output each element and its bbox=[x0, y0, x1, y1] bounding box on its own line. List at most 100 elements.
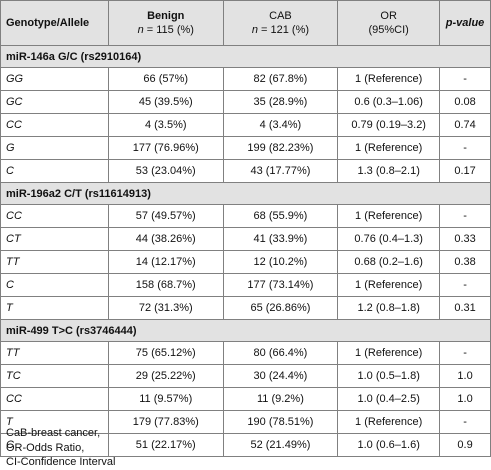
or-cell: 1 (Reference) bbox=[337, 204, 441, 228]
benign-cell: 45 (39.5%) bbox=[107, 90, 224, 114]
table-row: CC 4 (3.5%) 4 (3.4%) 0.79 (0.19–3.2) 0.74 bbox=[0, 113, 491, 137]
or-cell: 0.79 (0.19–3.2) bbox=[337, 113, 441, 137]
benign-cell: 4 (3.5%) bbox=[107, 113, 224, 137]
footnotes: CaB-breast cancer, OR-Odds Ratio, CI-Con… bbox=[6, 426, 115, 470]
header-or-ci: (95%CI) bbox=[368, 24, 409, 36]
header-cab-title: CAB bbox=[269, 10, 292, 22]
or-cell: 1 (Reference) bbox=[337, 136, 441, 160]
benign-cell: 72 (31.3%) bbox=[107, 296, 224, 320]
benign-cell: 14 (12.17%) bbox=[107, 250, 224, 274]
table-row: TT 75 (65.12%) 80 (66.4%) 1 (Reference) - bbox=[0, 341, 491, 365]
cab-cell: 68 (55.9%) bbox=[222, 204, 339, 228]
table-body: miR-146a G/C (rs2910164) GG 66 (57%) 82 (67… bbox=[0, 45, 491, 457]
or-cell: 1.3 (0.8–2.1) bbox=[337, 159, 441, 183]
benign-cell: 57 (49.57%) bbox=[107, 204, 224, 228]
benign-cell: 75 (65.12%) bbox=[107, 341, 224, 365]
table-row: C 158 (68.7%) 177 (73.14%) 1 (Reference) - bbox=[0, 273, 491, 297]
or-cell: 1.0 (0.4–2.5) bbox=[337, 387, 441, 411]
or-cell: 1 (Reference) bbox=[337, 410, 441, 434]
or-cell: 1.0 (0.6–1.6) bbox=[337, 433, 441, 457]
or-cell: 1 (Reference) bbox=[337, 273, 441, 297]
cab-cell: 11 (9.2%) bbox=[222, 387, 339, 411]
cab-cell: 43 (17.77%) bbox=[222, 159, 339, 183]
p-value-cell: 0.17 bbox=[439, 159, 491, 183]
cab-cell: 12 (10.2%) bbox=[222, 250, 339, 274]
p-value-cell: - bbox=[439, 410, 491, 434]
table-row: T 72 (31.3%) 65 (26.86%) 1.2 (0.8–1.8) 0.31 bbox=[0, 296, 491, 320]
section-title: miR-499 T>C (rs3746444) bbox=[0, 319, 491, 342]
cab-cell: 41 (33.9%) bbox=[222, 227, 339, 251]
genotype-cell: GC bbox=[0, 90, 109, 114]
cab-cell: 30 (24.4%) bbox=[222, 364, 339, 388]
p-value-cell: - bbox=[439, 273, 491, 297]
p-value-cell: 0.31 bbox=[439, 296, 491, 320]
benign-cell: 158 (68.7%) bbox=[107, 273, 224, 297]
header-cab-n: n = 121 (%) bbox=[251, 24, 310, 36]
or-cell: 0.76 (0.4–1.3) bbox=[337, 227, 441, 251]
table-row: CT 44 (38.26%) 41 (33.9%) 0.76 (0.4–1.3) 0.3… bbox=[0, 227, 491, 251]
header-benign-title: Benign bbox=[147, 10, 185, 22]
cab-cell: 190 (78.51%) bbox=[222, 410, 339, 434]
p-value-cell: 0.33 bbox=[439, 227, 491, 251]
genotype-table: Genotype/Allele Benign n = 115 (%) CAB n… bbox=[0, 0, 491, 457]
genotype-cell: CC bbox=[0, 113, 109, 137]
header-benign: Benign n = 115 (%) bbox=[107, 0, 224, 46]
table-header-row: Genotype/Allele Benign n = 115 (%) CAB n… bbox=[0, 0, 491, 46]
genotype-cell: TC bbox=[0, 364, 109, 388]
p-value-cell: 0.9 bbox=[439, 433, 491, 457]
section-title: miR-196a2 C/T (rs11614913) bbox=[0, 182, 491, 205]
cab-cell: 65 (26.86%) bbox=[222, 296, 339, 320]
genotype-cell: C bbox=[0, 159, 109, 183]
cab-cell: 199 (82.23%) bbox=[222, 136, 339, 160]
section-title: miR-146a G/C (rs2910164) bbox=[0, 45, 491, 68]
genotype-cell: TT bbox=[0, 341, 109, 365]
cab-cell: 177 (73.14%) bbox=[222, 273, 339, 297]
table-row: TT 14 (12.17%) 12 (10.2%) 0.68 (0.2–1.6) 0.3… bbox=[0, 250, 491, 274]
header-genotype-allele: Genotype/Allele bbox=[0, 0, 109, 46]
or-cell: 1 (Reference) bbox=[337, 67, 441, 91]
footnote-or: OR-Odds Ratio, bbox=[6, 441, 85, 454]
p-value-cell: - bbox=[439, 136, 491, 160]
p-value-cell: 0.38 bbox=[439, 250, 491, 274]
table-row: G 177 (76.96%) 199 (82.23%) 1 (Reference) - bbox=[0, 136, 491, 160]
section-header-row: miR-146a G/C (rs2910164) bbox=[0, 45, 491, 68]
genotype-cell: C bbox=[0, 273, 109, 297]
p-value-cell: - bbox=[439, 341, 491, 365]
cab-cell: 80 (66.4%) bbox=[222, 341, 339, 365]
benign-cell: 179 (77.83%) bbox=[107, 410, 224, 434]
or-cell: 0.68 (0.2–1.6) bbox=[337, 250, 441, 274]
header-or: OR (95%CI) bbox=[337, 0, 441, 46]
p-value-cell: 1.0 bbox=[439, 364, 491, 388]
benign-cell: 177 (76.96%) bbox=[107, 136, 224, 160]
genotype-cell: TT bbox=[0, 250, 109, 274]
table-row: CC 57 (49.57%) 68 (55.9%) 1 (Reference) - bbox=[0, 204, 491, 228]
or-cell: 1 (Reference) bbox=[337, 341, 441, 365]
benign-cell: 66 (57%) bbox=[107, 67, 224, 91]
p-value-cell: 0.08 bbox=[439, 90, 491, 114]
table-row: GG 66 (57%) 82 (67.8%) 1 (Reference) - bbox=[0, 67, 491, 91]
cab-cell: 52 (21.49%) bbox=[222, 433, 339, 457]
or-cell: 0.6 (0.3–1.06) bbox=[337, 90, 441, 114]
genotype-cell: GG bbox=[0, 67, 109, 91]
section-header-row: miR-196a2 C/T (rs11614913) bbox=[0, 182, 491, 205]
header-cab: CAB n = 121 (%) bbox=[222, 0, 339, 46]
cab-cell: 35 (28.9%) bbox=[222, 90, 339, 114]
p-value-cell: - bbox=[439, 204, 491, 228]
genotype-cell: C bbox=[0, 433, 109, 457]
cab-cell: 82 (67.8%) bbox=[222, 67, 339, 91]
footnote-ci: CI-Confidence Interval bbox=[6, 456, 116, 468]
genotype-cell: CT bbox=[0, 227, 109, 251]
p-value-cell: 1.0 bbox=[439, 387, 491, 411]
or-cell: 1.0 (0.5–1.8) bbox=[337, 364, 441, 388]
header-p-value: p-value bbox=[439, 0, 491, 46]
header-or-title: OR bbox=[380, 10, 397, 22]
benign-cell: 44 (38.26%) bbox=[107, 227, 224, 251]
table-row: TC 29 (25.22%) 30 (24.4%) 1.0 (0.5–1.8) 1.0 bbox=[0, 364, 491, 388]
table-row: CC 11 (9.57%) 11 (9.2%) 1.0 (0.4–2.5) 1.0 bbox=[0, 387, 491, 411]
benign-cell: 29 (25.22%) bbox=[107, 364, 224, 388]
genotype-cell: G bbox=[0, 136, 109, 160]
footnote-cab: CaB-breast cancer, bbox=[6, 427, 101, 439]
table-row: C 51 (22.17%) 52 (21.49%) 1.0 (0.6–1.6) 0.9 bbox=[0, 433, 491, 457]
benign-cell: 11 (9.57%) bbox=[107, 387, 224, 411]
